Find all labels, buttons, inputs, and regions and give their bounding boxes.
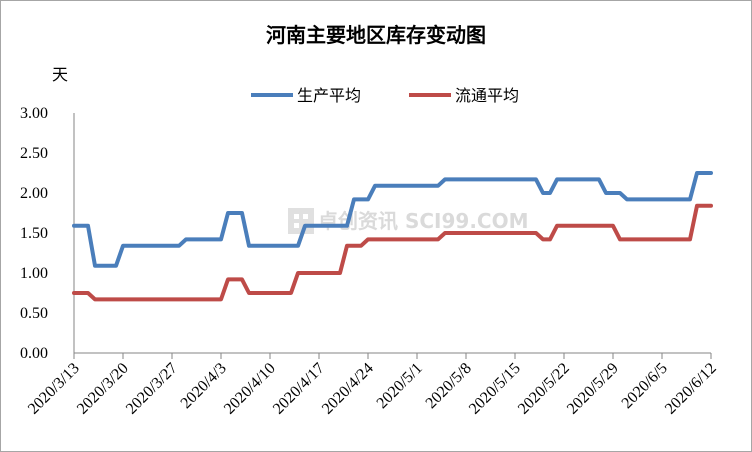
x-tick-label: 2020/4/17: [270, 360, 328, 418]
y-tick-label: 2.00: [20, 185, 48, 202]
legend-label-circulation: 流通平均: [455, 86, 519, 105]
legend-label-production: 生产平均: [297, 86, 361, 105]
y-tick-label: 1.00: [20, 265, 48, 282]
x-tick-label: 2020/3/13: [25, 360, 83, 418]
x-tick-label: 2020/6/12: [662, 360, 720, 418]
legend: 生产平均 流通平均: [251, 86, 519, 105]
watermark-text: 卓创资讯 SCI99.COM: [318, 209, 529, 233]
series-line-production: [72, 171, 713, 268]
x-tick-label: 2020/5/22: [515, 360, 573, 418]
x-tick-label: 2020/5/15: [466, 360, 524, 418]
y-tick-label: 3.00: [20, 105, 48, 122]
series-layer: [72, 171, 713, 302]
y-axis-label: 天: [52, 65, 68, 84]
chart-title: 河南主要地区库存变动图: [266, 23, 486, 47]
x-tick-label: 2020/4/24: [319, 360, 377, 418]
x-axis-ticks: 2020/3/132020/3/202020/3/272020/4/32020/…: [25, 353, 720, 418]
y-axis-ticks: 0.00 0.50 1.00 1.50 2.00 2.50 3.00: [20, 105, 48, 362]
x-tick-label: 2020/5/1: [374, 360, 426, 412]
y-tick-label: 1.50: [20, 225, 48, 242]
watermark-logo: 卓创资讯 SCI99.COM: [288, 208, 529, 234]
y-tick-label: 0.00: [20, 345, 48, 362]
x-tick-label: 2020/5/29: [564, 360, 622, 418]
x-tick-label: 2020/3/20: [74, 360, 132, 418]
x-tick-label: 2020/3/27: [123, 360, 181, 418]
y-tick-label: 2.50: [20, 145, 48, 162]
y-tick-label: 0.50: [20, 305, 48, 322]
x-tick-label: 2020/4/10: [221, 360, 279, 418]
series-line-circulation: [72, 203, 713, 302]
